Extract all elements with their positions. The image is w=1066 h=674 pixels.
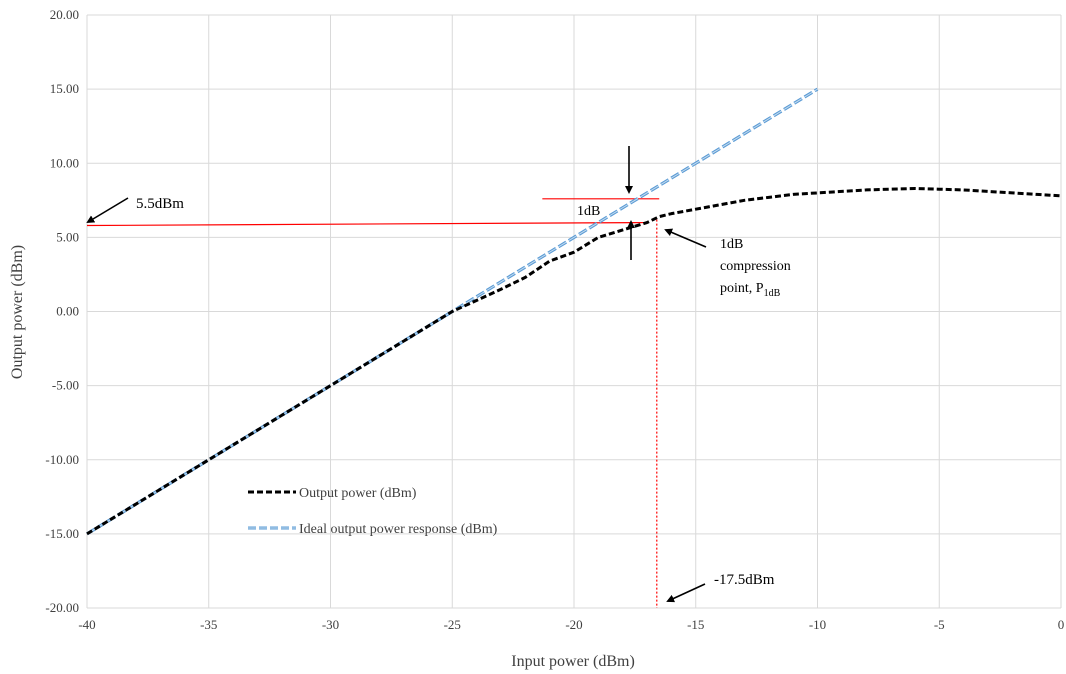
compression-label-line1: 1dB — [720, 237, 743, 252]
x-tick-label: -25 — [444, 617, 461, 632]
p1db-input-label: -17.5dBm — [714, 572, 775, 588]
x-axis-title: Input power (dBm) — [511, 653, 635, 670]
reference-lines — [86, 198, 660, 608]
x-tick-label: -40 — [78, 617, 95, 632]
y-tick-label: -15.00 — [45, 526, 79, 541]
x-tick-label: 0 — [1058, 617, 1065, 632]
annotation-arrows — [86, 146, 707, 603]
p1db-level-arrow — [86, 197, 129, 224]
y-tick-label: 20.00 — [50, 7, 79, 22]
y-tick-label: 0.00 — [56, 304, 79, 319]
y-tick-label: -20.00 — [45, 600, 79, 615]
y-tick-label: 15.00 — [50, 81, 79, 96]
x-tick-label: -15 — [687, 617, 704, 632]
compression-label-sub: 1dB — [764, 288, 781, 299]
y-tick-label: 10.00 — [50, 155, 79, 170]
y-axis-title: Output power (dBm) — [9, 245, 26, 379]
x-tick-label: -20 — [565, 617, 582, 632]
legend-label-ideal: Ideal output power response (dBm) — [299, 522, 498, 537]
legend: Output power (dBm) Ideal output power re… — [248, 486, 498, 537]
compression-point-arrow — [664, 228, 707, 248]
compression-label-main: point, P — [720, 281, 764, 296]
y-tick-label: 5.00 — [56, 229, 79, 244]
x-tick-label: -30 — [322, 617, 339, 632]
legend-label-output: Output power (dBm) — [299, 486, 417, 501]
output-power-line — [86, 186, 1062, 536]
p1db-level-label: 5.5dBm — [136, 196, 184, 212]
gap-label: 1dB — [577, 204, 600, 219]
p1db-input-arrow — [666, 583, 706, 603]
x-tick-label: -35 — [200, 617, 217, 632]
y-tick-labels: -20.00 -15.00 -10.00 -5.00 0.00 5.00 10.00 15.0… — [45, 7, 79, 615]
y-tick-label: -10.00 — [45, 452, 79, 467]
compression-label-line3: point, P1dB — [720, 281, 781, 299]
compression-label-line2: compression — [720, 259, 791, 274]
x-tick-labels: -40 -35 -30 -25 -20 -15 -10 -5 0 — [78, 617, 1064, 632]
y-tick-label: -5.00 — [52, 378, 79, 393]
x-tick-label: -5 — [934, 617, 945, 632]
x-tick-label: -10 — [809, 617, 826, 632]
series-layer — [86, 87, 1062, 536]
p1db-level-line — [86, 221, 648, 227]
grid — [86, 14, 1062, 609]
